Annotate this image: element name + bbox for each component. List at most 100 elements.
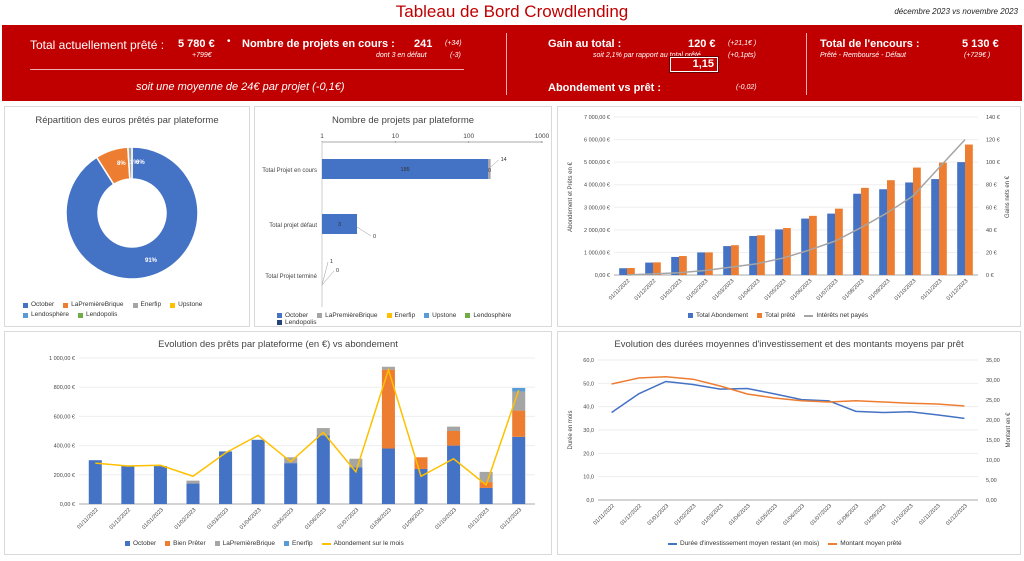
y-tick-label: 0,00 €: [60, 502, 75, 508]
leader-line: [321, 261, 329, 286]
bar-total-prete: [887, 180, 895, 275]
y-tick-label: 10,0: [583, 475, 594, 481]
legend-label: Enerfip: [140, 301, 162, 308]
legend-item: Lendosphère: [465, 312, 511, 319]
x-tick-label: 01/09/2023: [864, 503, 888, 527]
legend-swatch: [63, 302, 69, 308]
bar-total-prete: [809, 215, 817, 275]
y-tick-label: 3 000,00 €: [584, 205, 610, 211]
y2-tick-label: 80 €: [986, 183, 997, 189]
total-value: 5 780 €: [178, 38, 215, 50]
bar-october: [219, 451, 233, 504]
data-label: 0: [336, 268, 339, 274]
x-tick-label: 01/11/2022: [593, 503, 616, 526]
x-tick-label: 01/08/2023: [842, 278, 866, 302]
legend-label: LaPremièreBrique: [71, 301, 124, 308]
bar-total-abondement: [619, 268, 627, 275]
duree-panel: Evolution des durées moyennes d'investis…: [557, 331, 1021, 555]
legend-label: October: [285, 312, 309, 319]
encours-sub: Prêté - Remboursé - Défaut: [820, 52, 906, 59]
bar-total-prete: [627, 268, 635, 275]
leader-line: [321, 270, 335, 286]
y2-tick-label: 40 €: [986, 228, 997, 234]
legend-item: Durée d'investissement moyen restant (en…: [668, 540, 819, 547]
legend-item: Total Abondement: [688, 312, 748, 319]
legend-item: Lendopolis: [77, 310, 117, 320]
legend-swatch: [668, 542, 677, 545]
x-tick-label: 01/08/2023: [837, 503, 861, 527]
bar-lapremierebrique: [349, 458, 363, 468]
legend-item: Enerfip: [386, 312, 415, 319]
bar-lapremierebrique: [447, 426, 461, 431]
bar-october: [349, 467, 363, 504]
line-montant: [611, 376, 965, 407]
abondement-chart: 0,00 € 1 000,00 € 2 000,00 € 3 000,00 € 4 00…: [568, 115, 1011, 302]
x-tick-label: 01/05/2023: [271, 507, 295, 531]
y2-tick-label: 30,00: [986, 378, 1000, 384]
y-tick-label: 4 000,00 €: [584, 183, 610, 189]
x-tick-label: 01/07/2023: [816, 278, 840, 302]
y-tick-label: 6 000,00 €: [584, 138, 610, 144]
legend-item: October: [23, 300, 54, 310]
period-label: décembre 2023 vs novembre 2023: [894, 7, 1018, 16]
legend-item: Enerfip: [132, 300, 162, 310]
x-tick-label: 01/10/2023: [891, 503, 915, 527]
legend-swatch: [132, 302, 138, 308]
legend-swatch: [804, 314, 814, 317]
bar-total-prete: [705, 252, 713, 275]
bar-lapremierebrique: [479, 471, 493, 483]
y-tick-label: 60,0: [583, 358, 594, 364]
legend-label: Durée d'investissement moyen restant (en…: [680, 540, 820, 547]
legend-item: October: [277, 312, 308, 319]
bar-october: [512, 436, 526, 504]
legend-label: Intérêts net payés: [816, 312, 869, 319]
data-label: 0: [488, 168, 491, 174]
bar-bien-preter: [381, 369, 395, 449]
legend-swatch: [386, 313, 392, 318]
category-label: Total projet défaut: [269, 223, 317, 229]
y2-tick-label: 20,00: [986, 418, 1000, 424]
legend-swatch: [757, 313, 763, 318]
line-abondement: [95, 367, 520, 487]
category-label: Total Projet terminé: [265, 274, 317, 280]
bar-total-abondement: [931, 179, 939, 275]
x-tick-label: 01/06/2023: [790, 278, 814, 302]
projects-label: Nombre de projets en cours :: [242, 38, 395, 50]
x-tick-label: 01/02/2023: [174, 507, 198, 531]
legend-item: Total prêté: [757, 312, 795, 319]
abondement-delta: (-0,02): [736, 84, 757, 91]
x-tick-label: 01/04/2023: [728, 503, 752, 527]
x-tick-label: 01/06/2023: [304, 507, 328, 531]
abondement-legend: Total Abondement Total prêté Intérêts net …: [688, 312, 1018, 319]
legend-label: Upstone: [178, 301, 203, 308]
y2-tick-label: 5,00: [986, 478, 997, 484]
y-tick-label: 20,0: [583, 451, 594, 457]
bullet-icon: •: [227, 36, 231, 47]
legend-item: Lendopolis: [277, 319, 316, 326]
bar-october: [447, 445, 461, 504]
bar-october: [121, 466, 135, 504]
y-tick-label: 0,00 €: [595, 273, 610, 279]
legend-item: Upstone: [170, 300, 202, 310]
projects-panel: Nombre de projets par plateforme 1 10 100 1…: [254, 106, 552, 327]
evolution-panel: Evolution des prêts par plateforme (en €…: [4, 331, 552, 555]
encours-value: 5 130 €: [962, 38, 999, 50]
bar-october: [88, 460, 102, 504]
legend-item: Intérêts net payés: [804, 312, 868, 319]
projects-default: dont 3 en défaut: [376, 52, 427, 59]
bar-bien-preter: [447, 431, 461, 446]
x-tick-label: 01/12/2022: [634, 278, 658, 302]
bar-total-abondement: [957, 162, 965, 275]
bar-total-abondement: [853, 193, 861, 275]
encours-delta: (+729€ ): [964, 52, 991, 59]
projects-legend: October LaPremièreBrique Enerfip Upstone Len…: [277, 312, 553, 326]
legend-swatch: [165, 541, 171, 546]
separator: [506, 33, 507, 95]
x-tick-label: 01/10/2023: [894, 278, 918, 302]
pie-title: Répartition des euros prêtés par platefo…: [35, 115, 219, 126]
x-tick-label: 01/06/2023: [782, 503, 806, 527]
x-tick-label: 01/12/2023: [946, 278, 970, 302]
x-tick-label: 01/11/2022: [608, 278, 631, 301]
bar-total-abondement: [905, 182, 913, 275]
x-tick-label: 01/12/2022: [109, 507, 133, 531]
